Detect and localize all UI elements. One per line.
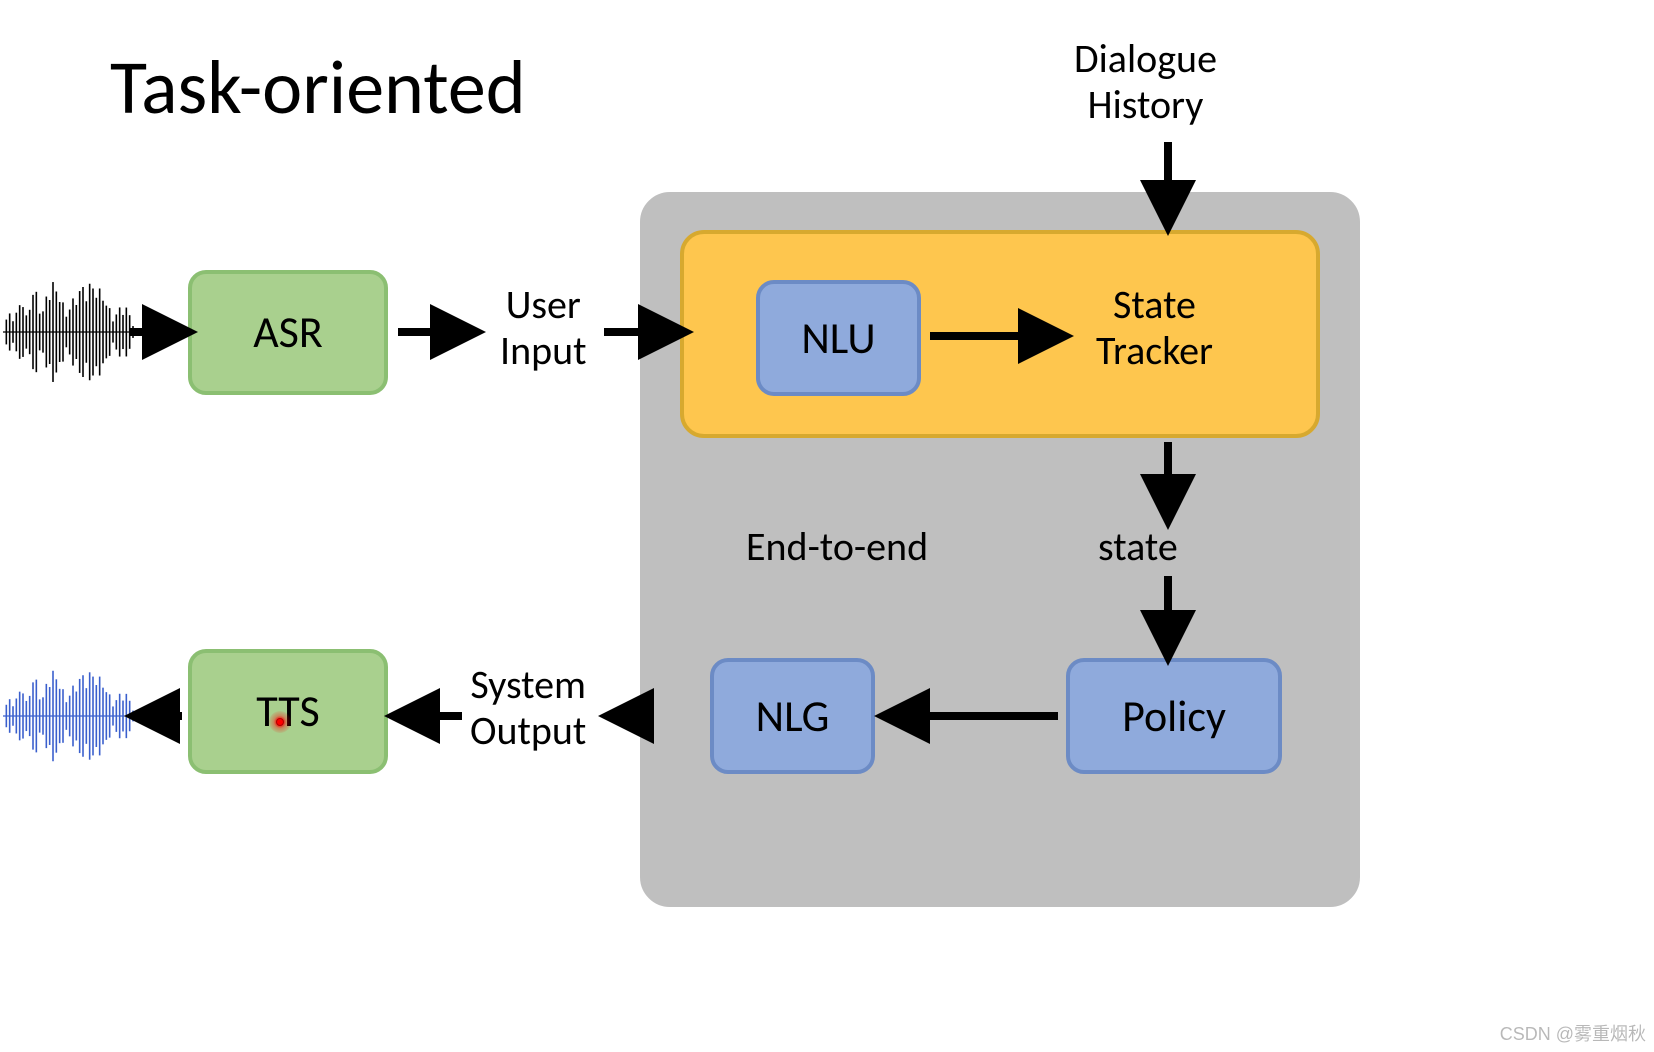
watermark-text: CSDN @雾重烟秋 — [1500, 1020, 1646, 1046]
diagram-canvas: Task-oriented ASR TTS NLU NLG Policy Use… — [0, 0, 1654, 1052]
arrows-layer — [0, 0, 1654, 1052]
